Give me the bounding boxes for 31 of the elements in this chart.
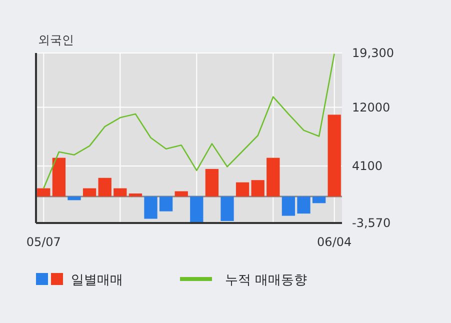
legend-label: 일별매매 [71,273,123,288]
bar [128,193,142,196]
line-series [43,53,335,189]
chart-title: 외국인 [38,33,74,47]
bar [174,191,188,196]
bar [328,114,341,196]
bar [82,188,96,196]
x-tick-label: 06/04 [317,235,352,249]
y-tick-label: 12000 [352,100,390,114]
x-tick-label: 05/07 [26,235,61,249]
bar [205,168,219,196]
y-tick-label: 4100 [352,158,383,173]
bar [37,188,50,196]
legend-일별매매: 일별매매 [36,273,123,288]
bar [220,196,234,221]
bar [236,182,250,196]
bar [266,158,280,196]
bar [190,196,204,222]
y-tick-label: 19,300 [352,46,394,60]
bar [144,196,158,219]
bar [114,188,127,196]
bar [68,196,81,200]
bar [159,196,173,212]
legend-label: 누적 매매동향 [225,273,308,288]
bar [52,158,66,196]
bar [297,196,310,214]
bar [98,178,112,196]
bar [282,196,296,216]
bar [251,180,264,196]
y-tick-label: -3,570 [352,216,391,230]
bar [312,196,326,204]
